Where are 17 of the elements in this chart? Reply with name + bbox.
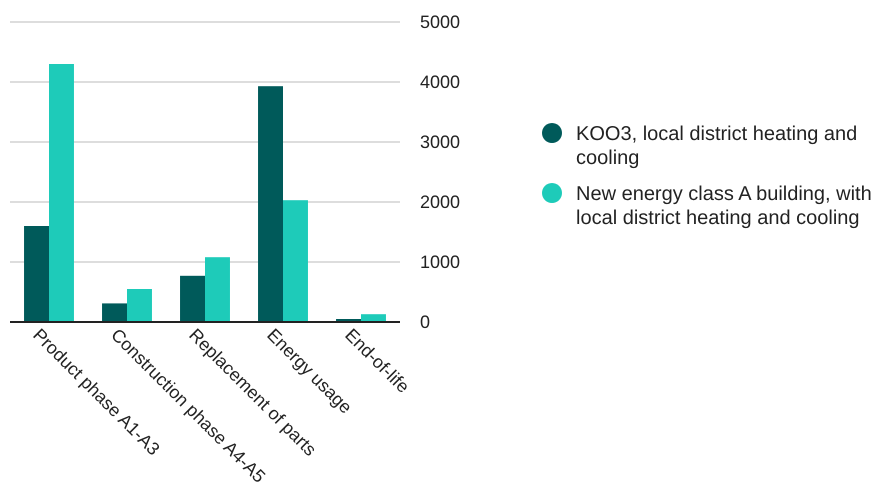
y-tick-label: 4000: [420, 72, 460, 92]
legend-label: KOO3, local district heating and cooling: [576, 123, 858, 169]
bar: [102, 303, 127, 322]
bar: [205, 257, 230, 322]
bar: [127, 289, 152, 322]
y-tick-label: 0: [420, 312, 430, 332]
bar: [258, 86, 283, 322]
y-tick-label: 5000: [420, 12, 460, 32]
y-tick-label: 2000: [420, 192, 460, 212]
bar: [49, 64, 74, 322]
y-tick-label: 1000: [420, 252, 460, 272]
bar: [361, 314, 386, 322]
y-tick-label: 3000: [420, 132, 460, 152]
bar: [24, 226, 49, 322]
bar: [180, 276, 205, 322]
legend-label: New energy class A building, with local district heating and cooling: [576, 183, 872, 229]
bar: [283, 200, 308, 322]
